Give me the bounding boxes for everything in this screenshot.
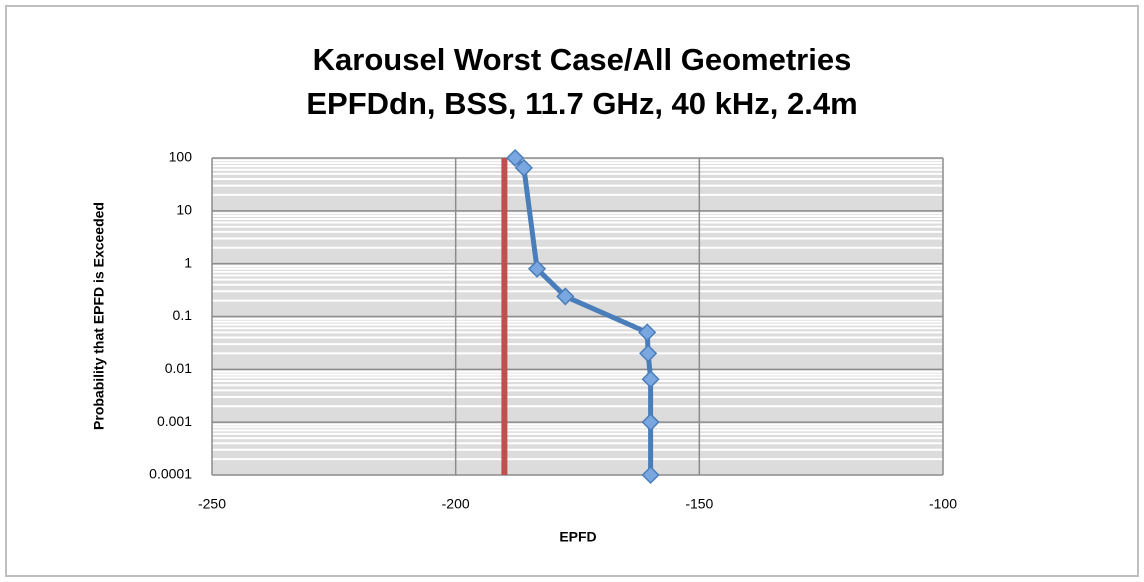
data-point	[641, 413, 660, 432]
data-point	[556, 287, 575, 306]
data-point	[514, 158, 533, 177]
y-axis-label: Probability that EPFD is Exceeded	[91, 202, 107, 430]
y-tick-label: 0.01	[165, 360, 192, 376]
data-point	[641, 465, 660, 485]
data-point	[506, 148, 525, 168]
x-tick-label: -250	[198, 496, 226, 512]
y-tick-label: 0.001	[157, 413, 192, 429]
y-tick-label: 0.0001	[149, 466, 192, 482]
x-tick-label: -200	[442, 496, 470, 512]
chart-title: Karousel Worst Case/All Geometries	[313, 42, 852, 77]
data-point	[527, 259, 547, 278]
chart-subtitle: EPFDdn, BSS, 11.7 GHz, 40 kHz, 2.4m	[306, 86, 857, 121]
x-axis-label: EPFD	[559, 529, 596, 545]
y-tick-label: 1	[184, 254, 192, 270]
data-point	[639, 344, 658, 363]
y-tick-label: 0.1	[173, 307, 193, 323]
x-tick-label: -100	[929, 496, 957, 512]
x-tick-label: -150	[685, 496, 713, 512]
y-tick-label: 10	[176, 202, 192, 218]
y-tick-label: 100	[169, 149, 193, 165]
data-point	[638, 323, 657, 342]
data-point	[641, 370, 660, 389]
